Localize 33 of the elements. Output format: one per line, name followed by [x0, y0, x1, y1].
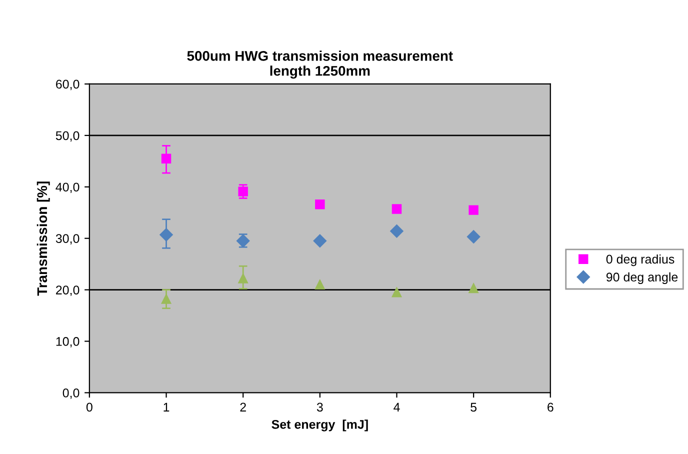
y-tick-label: 30,0 — [56, 234, 80, 244]
y-tick-label: 10,0 — [56, 337, 80, 348]
point — [390, 224, 404, 238]
point — [315, 200, 325, 210]
x-tick-label: 6 — [548, 402, 554, 412]
point — [160, 228, 173, 242]
legend-label: 0 deg radius — [606, 254, 674, 266]
point — [315, 280, 325, 290]
point — [392, 204, 402, 214]
x-axis-title: Set energy [mJ] — [272, 420, 368, 432]
point — [161, 294, 172, 304]
point — [468, 205, 478, 215]
x-tick-label: 5 — [470, 402, 477, 412]
y-axis-title: Transmission [%] — [36, 182, 50, 296]
point — [468, 283, 478, 294]
point — [161, 154, 172, 164]
point — [238, 274, 248, 284]
point — [238, 186, 248, 196]
legend-label: 90 deg angle — [606, 272, 678, 284]
x-tick-label: 2 — [240, 402, 246, 412]
point — [313, 234, 327, 248]
point — [392, 288, 402, 298]
x-tick-label: 3 — [316, 402, 323, 412]
y-tick-label: 60,0 — [56, 80, 80, 90]
y-tick-label: 40,0 — [56, 182, 80, 194]
y-tick-label: 20,0 — [56, 286, 80, 296]
x-tick-label: 4 — [394, 402, 400, 412]
x-tick-label: 1 — [164, 402, 170, 412]
chart-title: 500um HWG transmission measurement length 1250mm — [187, 50, 453, 79]
y-tick-label: 0,0 — [62, 388, 80, 399]
x-tick-label: 0 — [86, 402, 92, 412]
y-tick-label: 50,0 — [56, 131, 80, 142]
point — [466, 230, 480, 244]
